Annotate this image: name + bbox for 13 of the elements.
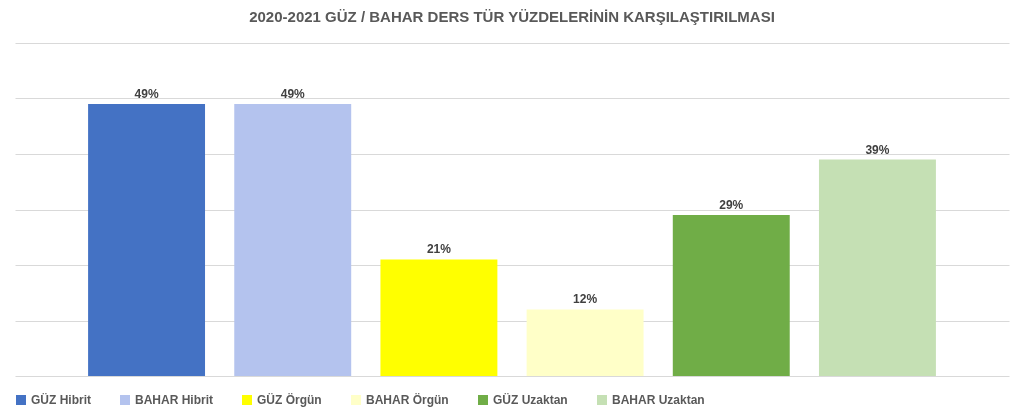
legend-label: BAHAR Örgün [366, 392, 449, 407]
data-label: 21% [426, 242, 452, 257]
data-label: 49% [280, 87, 306, 102]
legend-label: GÜZ Hibrit [31, 392, 91, 407]
legend-label: GÜZ Örgün [257, 392, 322, 407]
data-label: 12% [573, 292, 598, 307]
data-label: 49% [134, 87, 159, 102]
data-label: 39% [865, 142, 890, 157]
data-label: 29% [719, 198, 744, 213]
chart-title: 2020-2021 GÜZ / BAHAR DERS TÜR YÜZDELERİNİN KARŞILAŞTIRILMASI [249, 8, 775, 25]
legend-label: BAHAR Uzaktan [612, 393, 705, 407]
legend-label: BAHAR Hibrit [135, 393, 213, 407]
legend-label: GÜZ Uzaktan [493, 392, 568, 407]
